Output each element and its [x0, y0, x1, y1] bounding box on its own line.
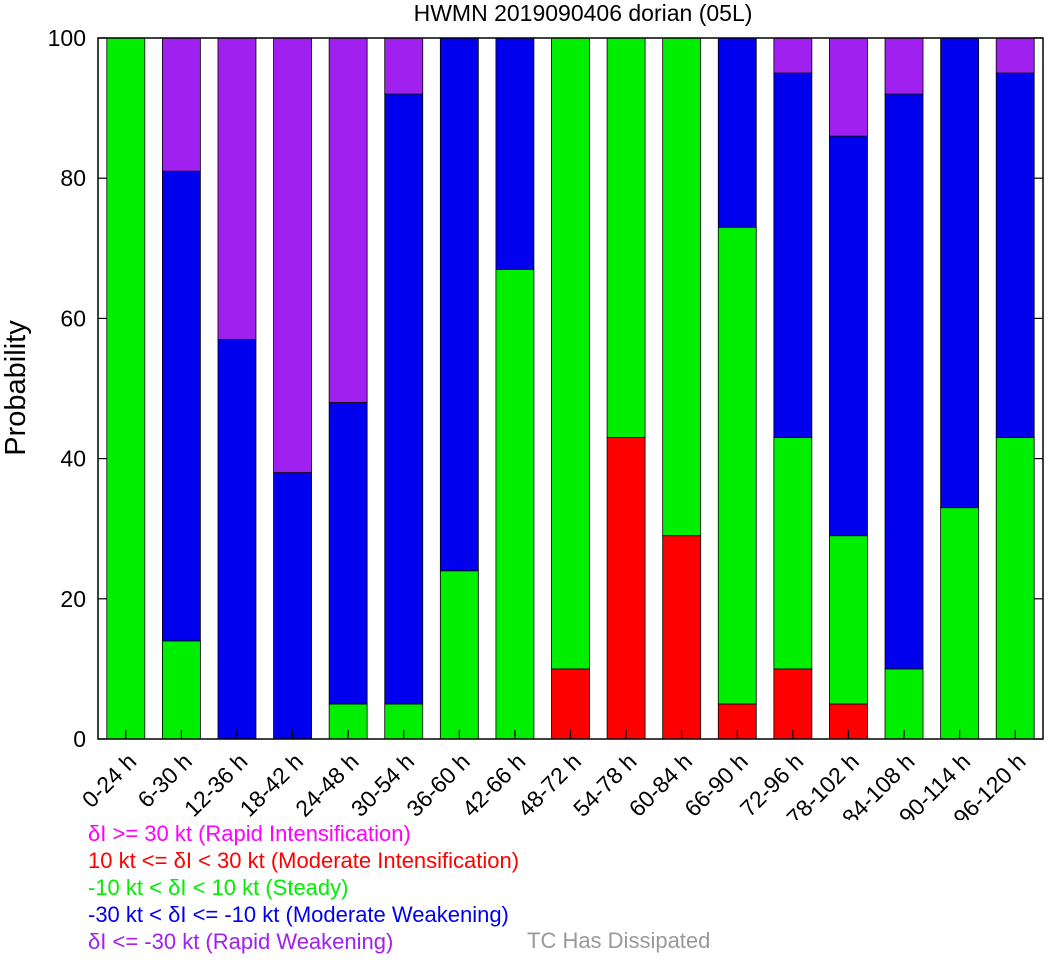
- y-tick-label-80: 80: [60, 165, 86, 191]
- bar-moderate-weakening-12: [773, 72, 813, 438]
- bar-moderate-weakening-7: [495, 37, 535, 270]
- bar-steady-6: [439, 570, 479, 740]
- bar-steady-16: [995, 437, 1035, 740]
- bar-moderate-weakening-14: [884, 93, 924, 670]
- chart-title: HWMN 2019090406 dorian (05L): [414, 0, 753, 26]
- bar-steady-12: [773, 437, 813, 670]
- stacked-bar-chart: HWMN 2019090406 dorian (05L) Probability…: [0, 0, 1044, 820]
- bar-steady-7: [495, 268, 535, 740]
- bar-rapid-weakening-1: [161, 37, 201, 172]
- bar-steady-0: [106, 37, 146, 740]
- legend-dissipated: TC Has Dissipated: [527, 928, 711, 953]
- y-tick-label-20: 20: [60, 586, 86, 612]
- bar-steady-11: [717, 226, 757, 705]
- bar-moderate-weakening-5: [384, 93, 424, 705]
- bar-moderate-weakening-2: [217, 339, 257, 740]
- bar-moderate-weakening-13: [829, 135, 868, 537]
- legend-moderate-intensification: 10 kt <= δI < 30 kt (Moderate Intensific…: [88, 848, 520, 873]
- bar-moderate-intensification-12: [773, 668, 813, 740]
- bar-moderate-intensification-9: [606, 437, 646, 740]
- bar-steady-1: [161, 640, 201, 740]
- y-tick-label-40: 40: [60, 446, 86, 472]
- legend-rapid-intensification: δI >= 30 kt (Rapid Intensification): [88, 821, 411, 846]
- y-axis-label: Probability: [0, 320, 32, 456]
- bar-steady-14: [884, 668, 924, 740]
- bar-rapid-weakening-14: [884, 37, 924, 95]
- bar-moderate-weakening-4: [328, 402, 368, 705]
- y-tick-label-0: 0: [73, 726, 86, 752]
- bar-moderate-weakening-6: [439, 37, 479, 572]
- y-tick-label-60: 60: [60, 305, 86, 331]
- x-ticks-group: 0-24 h6-30 h12-36 h18-42 h24-48 h30-54 h…: [77, 730, 1031, 820]
- bars-group: [106, 37, 1035, 740]
- x-tick-label-0: 0-24 h: [77, 748, 142, 813]
- y-tick-label-100: 100: [48, 25, 86, 51]
- legend-moderate-weakening: -30 kt < δI <= -10 kt (Moderate Weakenin…: [88, 902, 509, 927]
- bar-moderate-intensification-8: [551, 668, 590, 740]
- bar-rapid-weakening-2: [217, 37, 257, 340]
- legend-rapid-weakening: δI <= -30 kt (Rapid Weakening): [88, 929, 394, 954]
- y-ticks-group: 0 20 40 60 80 100: [48, 25, 1043, 752]
- bar-moderate-weakening-3: [273, 472, 312, 740]
- bar-steady-13: [829, 535, 868, 705]
- bar-moderate-weakening-1: [161, 170, 201, 642]
- bar-moderate-intensification-10: [662, 535, 702, 740]
- bar-rapid-weakening-3: [273, 37, 312, 474]
- bar-rapid-weakening-13: [829, 37, 868, 137]
- bar-moderate-weakening-11: [717, 37, 757, 228]
- bar-steady-15: [940, 507, 980, 740]
- bar-moderate-weakening-15: [940, 37, 980, 509]
- plot-frame: [97, 37, 1044, 740]
- bar-steady-8: [551, 37, 590, 670]
- bar-steady-10: [662, 37, 702, 537]
- bar-rapid-weakening-12: [773, 37, 813, 74]
- bar-moderate-weakening-16: [995, 72, 1035, 438]
- legend: δI >= 30 kt (Rapid Intensification) 10 k…: [88, 820, 519, 955]
- legend-steady: -10 kt < δI < 10 kt (Steady): [88, 875, 349, 900]
- bar-steady-9: [606, 37, 646, 438]
- bar-rapid-weakening-5: [384, 37, 424, 95]
- bar-rapid-weakening-4: [328, 37, 368, 403]
- bar-rapid-weakening-16: [995, 37, 1035, 74]
